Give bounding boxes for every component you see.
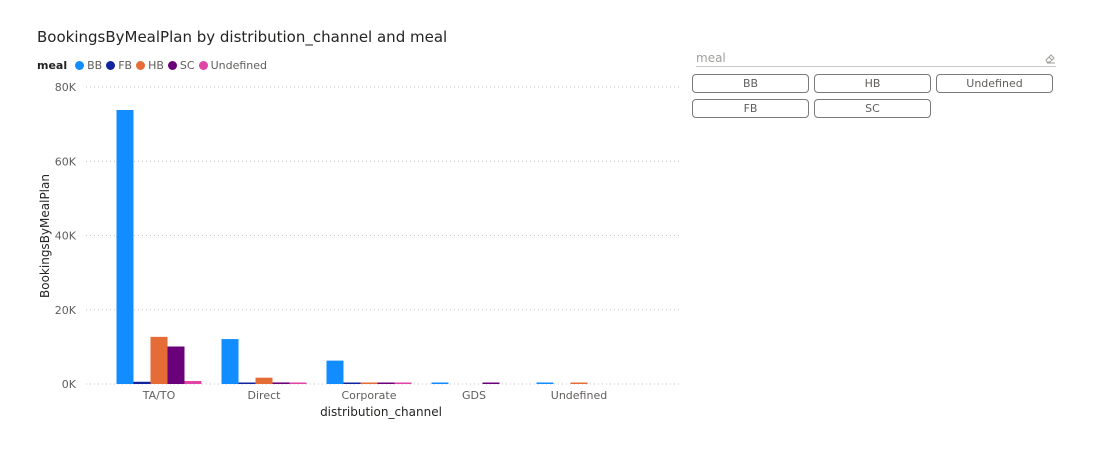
legend-label: SC [179, 58, 195, 72]
bar-tato-hb [150, 336, 168, 384]
y-tick-label: 60K [55, 155, 77, 168]
y-axis-title: BookingsByMealPlan [38, 174, 52, 298]
slicer-button-undefined[interactable]: Undefined [936, 74, 1053, 93]
legend-item-bb[interactable]: BB [75, 59, 102, 72]
chart-title: BookingsByMealPlan by distribution_chann… [37, 28, 448, 46]
eraser-icon[interactable] [1044, 52, 1056, 64]
slicer-header: meal [696, 50, 1056, 67]
bar-direct-hb [255, 377, 273, 384]
legend-label: FB [118, 58, 133, 72]
slicer-button-bb[interactable]: BB [692, 74, 809, 93]
slicer-buttons: BB HB Undefined FB SC [692, 74, 1056, 118]
x-tick-label: GDS [462, 389, 486, 402]
bar-corporate-undefined [394, 382, 412, 384]
meal-slicer: meal BB HB Undefined FB SC [692, 50, 1056, 118]
bar-direct-bb [221, 339, 239, 384]
legend-label: Undefined [210, 58, 268, 72]
legend-item-hb[interactable]: HB [136, 59, 164, 72]
bar-tato-sc [167, 346, 185, 384]
x-tick-label: Direct [248, 389, 282, 402]
legend-swatch [167, 60, 177, 70]
bar-corporate-sc [377, 382, 395, 384]
x-axis-title: distribution_channel [320, 405, 442, 419]
bar-tato-undefined [184, 381, 202, 384]
legend-label: HB [148, 58, 164, 72]
bar-corporate-bb [326, 360, 344, 384]
y-tick-label: 0K [62, 378, 77, 391]
y-tick-label: 80K [55, 81, 77, 94]
bar-corporate-fb [343, 382, 361, 384]
bar-direct-undefined [289, 382, 307, 384]
slicer-button-fb[interactable]: FB [692, 99, 809, 118]
x-tick-label: Undefined [551, 389, 607, 402]
legend-label: BB [87, 58, 103, 72]
slicer-title: meal [696, 51, 726, 65]
bar-undefined-hb [570, 382, 588, 384]
bar-gds-bb [431, 382, 449, 384]
legend: meal BB FB HB SC Undefined [37, 57, 271, 73]
x-tick-label: Corporate [342, 389, 397, 402]
bar-undefined-bb [536, 382, 554, 384]
slicer-button-hb[interactable]: HB [814, 74, 931, 93]
bar-direct-fb [238, 382, 256, 384]
legend-title: meal [37, 58, 68, 72]
bar-gds-sc [482, 382, 500, 384]
bar-tato-bb [116, 110, 134, 384]
y-tick-label: 40K [55, 230, 77, 243]
legend-item-fb[interactable]: FB [106, 59, 132, 72]
bar-chart: 0K 20K 40K 60K 80K TA/TO Direct Corporate GDS Und… [38, 81, 680, 419]
legend-swatch [136, 60, 146, 70]
bar-tato-fb [133, 381, 151, 384]
x-tick-label: TA/TO [142, 389, 176, 402]
legend-swatch [106, 60, 116, 70]
legend-swatch [198, 60, 208, 70]
bar-direct-sc [272, 382, 290, 384]
slicer-button-sc[interactable]: SC [814, 99, 931, 118]
y-tick-label: 20K [55, 304, 77, 317]
legend-item-undefined[interactable]: Undefined [198, 58, 268, 72]
bar-corporate-hb [360, 382, 378, 384]
legend-swatch [75, 60, 85, 70]
legend-item-sc[interactable]: SC [167, 58, 195, 72]
